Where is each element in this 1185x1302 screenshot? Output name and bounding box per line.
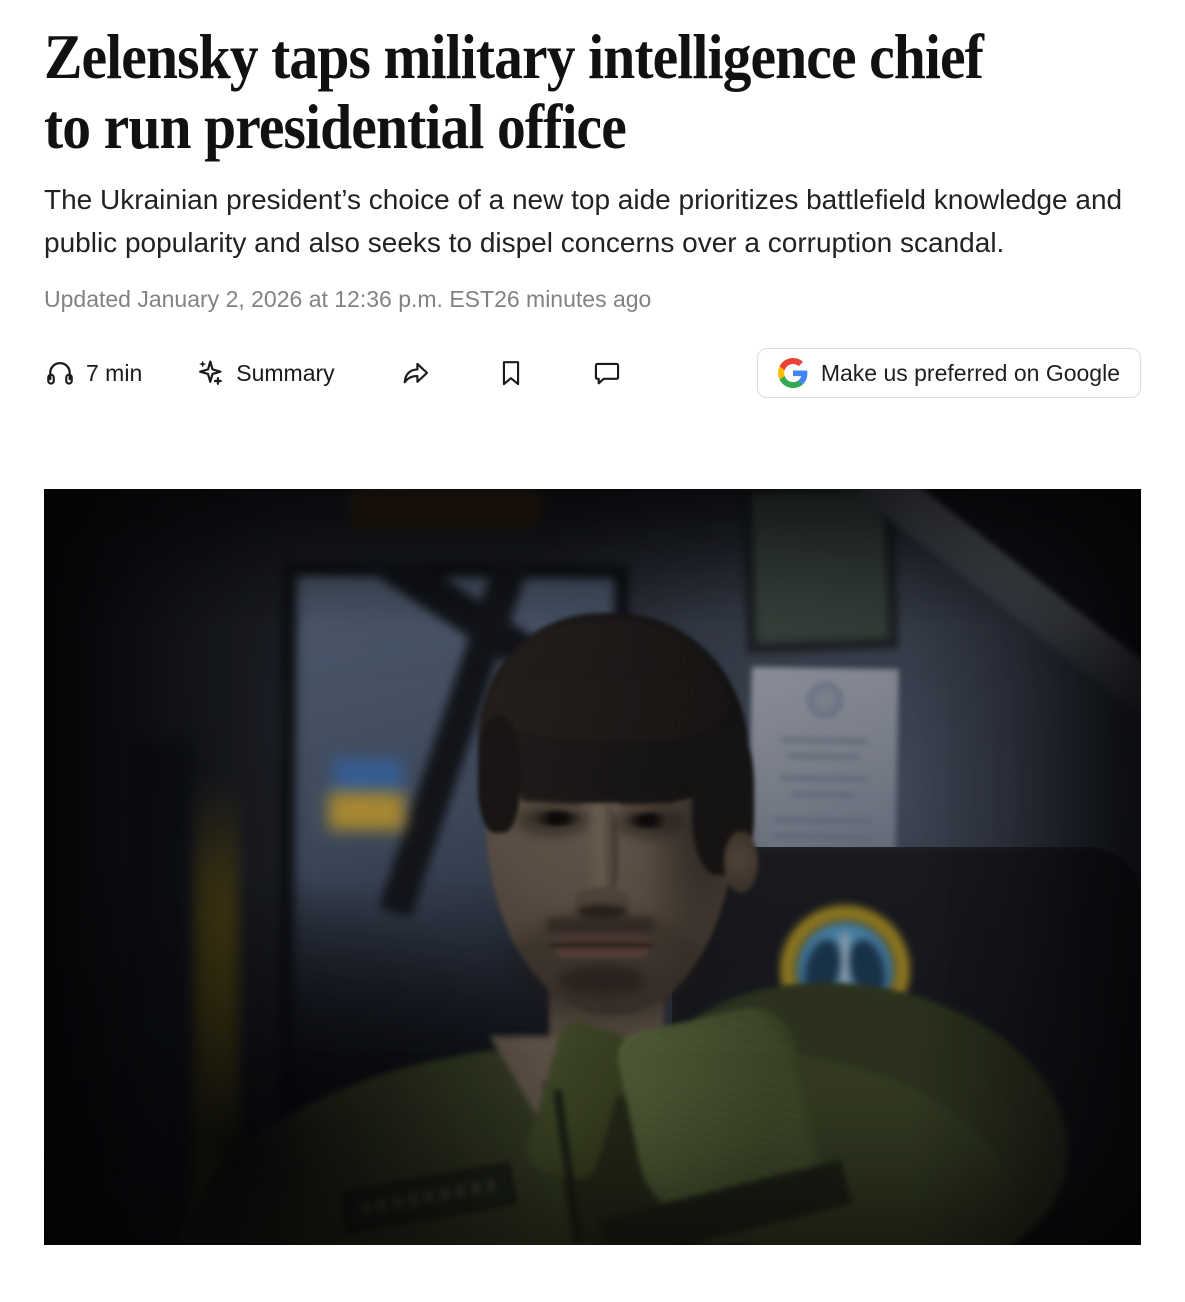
google-button-label: Make us preferred on Google <box>820 359 1120 386</box>
updated-label: Updated January 2, 2026 at 12:36 p.m. ES… <box>44 286 495 312</box>
article-dek: The Ukrainian president’s choice of a ne… <box>44 184 1123 258</box>
headphones-icon[interactable] <box>44 357 76 389</box>
comment-icon[interactable] <box>591 357 623 389</box>
article-photo <box>44 489 1141 1245</box>
article-toolbar: 7 min Summary Make us <box>44 348 1141 398</box>
summary-button[interactable]: Summary <box>194 357 335 389</box>
photo-man <box>44 489 1141 1245</box>
listen-button[interactable]: 7 min <box>44 357 142 389</box>
sparkle-icon[interactable] <box>194 357 226 389</box>
page-title: Zelensky taps military intelligence chie… <box>44 21 984 162</box>
relative-time: 26 minutes ago <box>494 286 652 312</box>
listen-duration-label: 7 min <box>86 359 143 386</box>
google-preferred-button[interactable]: Make us preferred on Google <box>756 348 1141 398</box>
bookmark-icon[interactable] <box>495 357 527 389</box>
article-timestamp: Updated January 2, 2026 at 12:36 p.m. ES… <box>44 286 1141 313</box>
photo-man-face <box>476 613 760 1025</box>
google-logo-icon <box>777 358 808 388</box>
share-icon[interactable] <box>399 357 431 389</box>
summary-label: Summary <box>236 359 335 386</box>
